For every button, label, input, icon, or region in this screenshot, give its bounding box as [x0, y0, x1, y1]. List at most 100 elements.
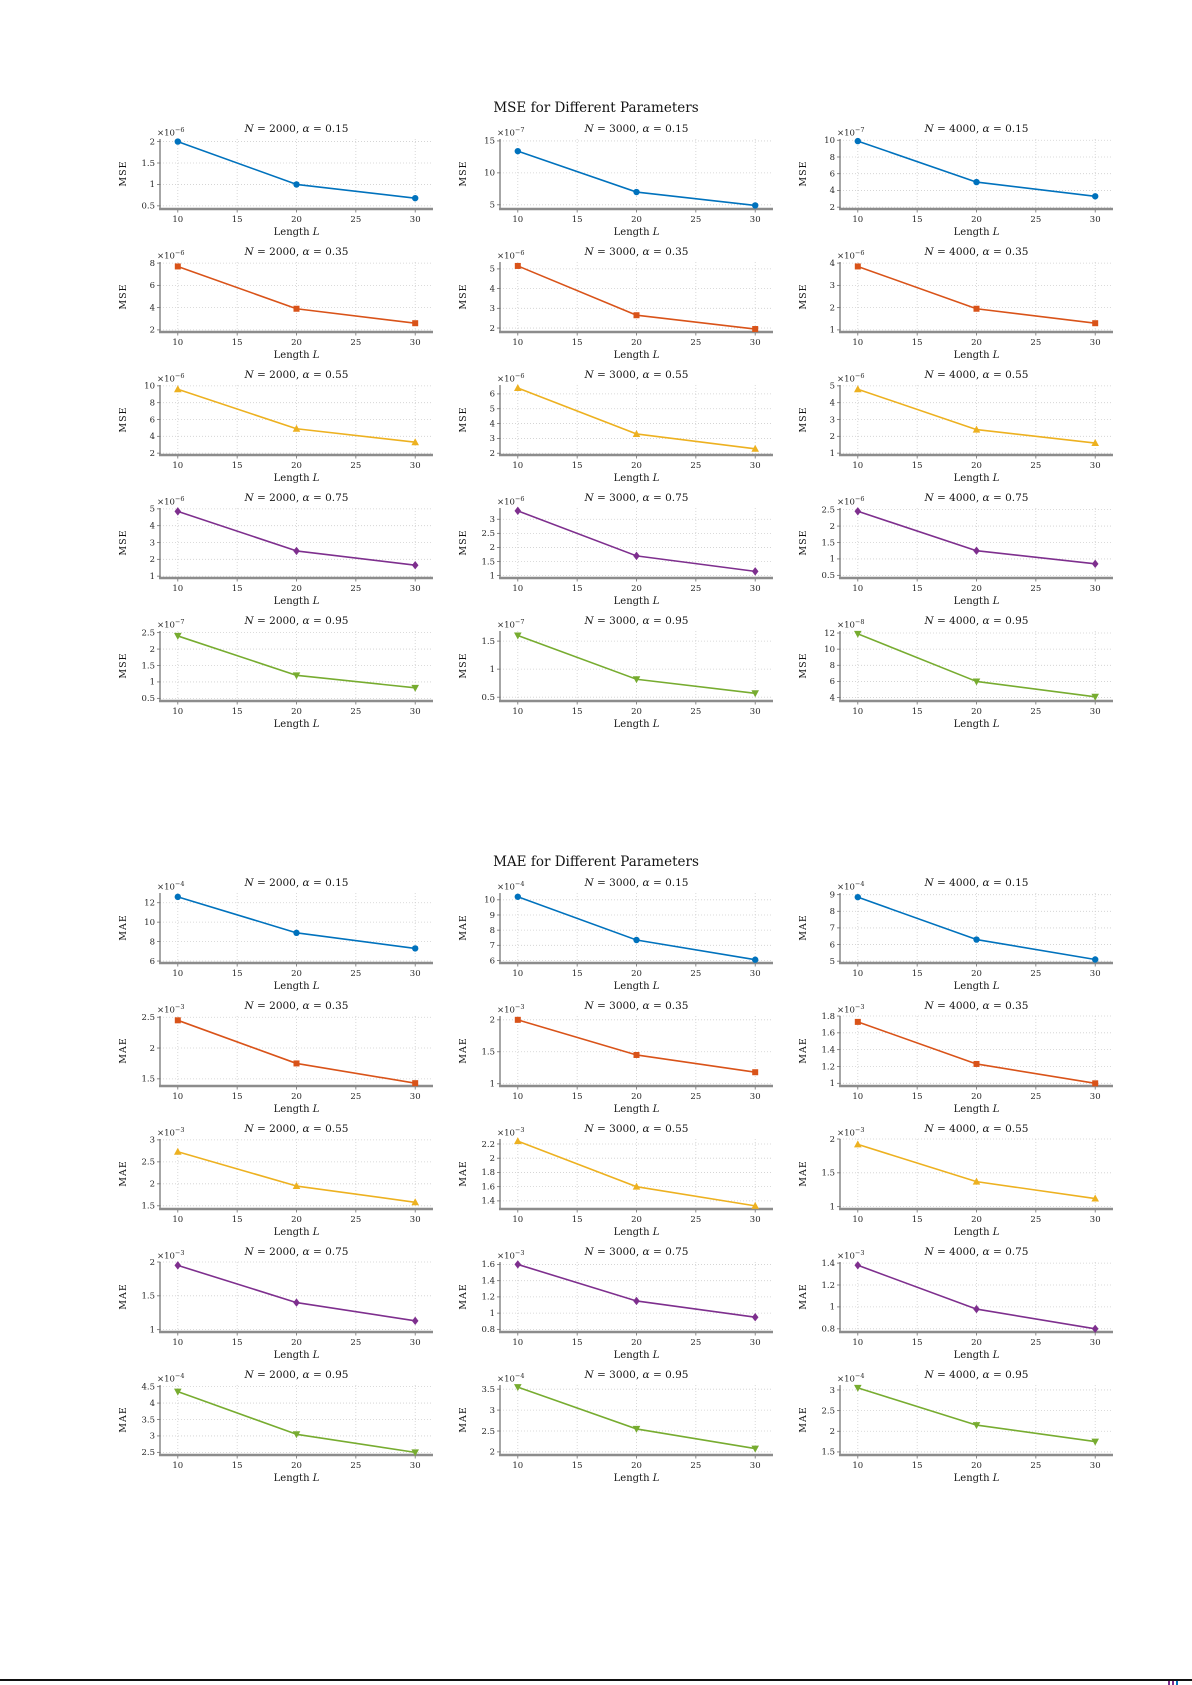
- x-tick-label: 20: [631, 584, 642, 594]
- x-tick-label: 10: [852, 461, 863, 471]
- x-axis-label: Length L: [954, 1473, 1000, 1484]
- grid-lines: [500, 508, 773, 577]
- y-tick-label: 1.5: [141, 1292, 155, 1302]
- x-tick-label: 10: [852, 338, 863, 348]
- subplot-mse-n3000-a0.15: 5 10 15 10 15 20 25 30 ×10−7 N = 3000, α = 0.15 Le…: [458, 123, 773, 238]
- y-tick-label: 7: [490, 941, 495, 951]
- data-point-marker: [973, 1304, 980, 1314]
- y-tick-label: 8: [830, 907, 835, 917]
- y-axis-label: MAE: [118, 1160, 129, 1187]
- y-tick-label: 1: [830, 555, 835, 565]
- y-tick-label: 2.2: [481, 1140, 495, 1150]
- y-tick-label: 4: [830, 693, 835, 703]
- figure-mse: MSE for Different Parameters 0.5 1 1.5 2 10 1…: [0, 0, 1192, 736]
- y-tick-label: 1.6: [481, 1182, 495, 1192]
- y-axis-label: MSE: [118, 283, 129, 309]
- x-tick-label: 15: [232, 969, 243, 979]
- x-axis-label: Length L: [614, 1104, 660, 1115]
- y-axis-exponent: ×10−3: [497, 1126, 525, 1139]
- grid-lines: [500, 139, 773, 208]
- x-axis-label: Length L: [274, 1104, 320, 1115]
- y-tick-label: 4: [490, 419, 495, 429]
- y-axis-exponent: ×10−8: [837, 618, 865, 631]
- y-tick-label: 2: [490, 449, 495, 459]
- data-point-marker: [1091, 1324, 1099, 1334]
- x-axis-label: Length L: [614, 981, 660, 992]
- x-tick-label: 15: [572, 1215, 583, 1225]
- y-tick-label: 12: [824, 629, 835, 639]
- subplot-title: N = 2000, α = 0.55: [243, 369, 348, 381]
- y-tick-label: 2: [150, 1180, 155, 1190]
- subplot-mse-n2000-a0.75: 1 2 3 4 5 10 15 20 25 30 ×10−6 N = 2000, α = 0.75 Le…: [118, 492, 433, 607]
- data-point-marker: [514, 1016, 521, 1023]
- x-tick-label: 20: [971, 338, 982, 348]
- y-tick-label: 8: [830, 661, 835, 671]
- y-axis-label: MSE: [798, 283, 809, 309]
- subplot-title: N = 4000, α = 0.15: [923, 123, 1028, 135]
- x-axis-label: Length L: [614, 350, 660, 361]
- y-tick-label: 3: [490, 434, 495, 444]
- y-tick-label: 5: [490, 405, 495, 415]
- x-tick-label: 25: [690, 215, 701, 225]
- subplot-title: N = 3000, α = 0.35: [583, 1000, 688, 1012]
- x-tick-label: 20: [631, 969, 642, 979]
- data-point-marker: [174, 893, 182, 901]
- x-tick-label: 20: [971, 1215, 982, 1225]
- x-tick-label: 20: [971, 707, 982, 717]
- y-tick-label: 1: [490, 1309, 495, 1319]
- y-tick-label: 10: [824, 136, 835, 146]
- y-axis-label: MAE: [118, 1037, 129, 1064]
- y-axis-exponent: ×10−3: [837, 1249, 865, 1262]
- x-axis-label: Length L: [954, 473, 1000, 484]
- x-tick-label: 20: [631, 1461, 642, 1471]
- x-tick-label: 20: [971, 584, 982, 594]
- y-tick-label: 5: [490, 265, 495, 275]
- data-line: [177, 1264, 416, 1322]
- y-axis-exponent: ×10−3: [157, 1003, 185, 1016]
- x-tick-label: 30: [410, 461, 421, 471]
- data-point-marker: [293, 1060, 300, 1067]
- y-tick-label: 1.5: [141, 1075, 155, 1085]
- data-point-marker: [854, 893, 862, 901]
- x-tick-label: 30: [1090, 215, 1101, 225]
- y-tick-label: 2: [150, 645, 155, 655]
- subplot-title: N = 4000, α = 0.35: [923, 246, 1028, 258]
- data-point-marker: [972, 425, 981, 433]
- data-point-marker: [752, 1069, 759, 1076]
- y-axis-exponent: ×10−3: [497, 1003, 525, 1016]
- x-axis-label: Length L: [954, 1227, 1000, 1238]
- data-point-marker: [292, 672, 301, 680]
- y-tick-label: 8: [150, 259, 155, 269]
- data-point-marker: [411, 1316, 419, 1326]
- footer-fragment-marks: [1168, 1681, 1178, 1685]
- x-tick-label: 20: [291, 969, 302, 979]
- x-tick-label: 10: [512, 584, 523, 594]
- x-tick-label: 10: [172, 707, 183, 717]
- x-tick-label: 20: [971, 461, 982, 471]
- data-point-marker: [854, 630, 862, 638]
- y-tick-label: 1: [150, 678, 155, 688]
- data-point-marker: [632, 1425, 641, 1433]
- subplot-mae-n2000-a0.95: 2.5 3 3.5 4 4.5 10 15 20 25 30 ×10−4 N = 2000, α = …: [118, 1369, 433, 1484]
- subplot-mse-n2000-a0.95: 0.5 1 1.5 2 2.5 10 15 20 25 30 ×10−7 N = 2000, α = …: [118, 615, 433, 730]
- x-tick-label: 20: [631, 1092, 642, 1102]
- data-point-marker: [514, 383, 522, 391]
- y-axis-exponent: ×10−7: [497, 126, 525, 139]
- x-tick-label: 15: [912, 338, 923, 348]
- subplot-title: N = 3000, α = 0.55: [583, 1123, 688, 1135]
- y-tick-label: 4: [150, 1399, 155, 1409]
- y-tick-label: 3: [830, 415, 835, 425]
- x-tick-label: 10: [172, 584, 183, 594]
- x-tick-label: 25: [350, 707, 361, 717]
- y-axis-label: MAE: [118, 914, 129, 941]
- grid-lines: [160, 631, 433, 700]
- y-axis-label: MSE: [458, 283, 469, 309]
- y-axis-label: MAE: [798, 914, 809, 941]
- x-tick-label: 25: [1030, 707, 1041, 717]
- x-tick-label: 10: [512, 461, 523, 471]
- y-tick-label: 0.5: [821, 571, 835, 581]
- y-tick-label: 1.2: [821, 1281, 835, 1291]
- data-point-marker: [633, 312, 640, 319]
- y-tick-label: 8: [490, 926, 495, 936]
